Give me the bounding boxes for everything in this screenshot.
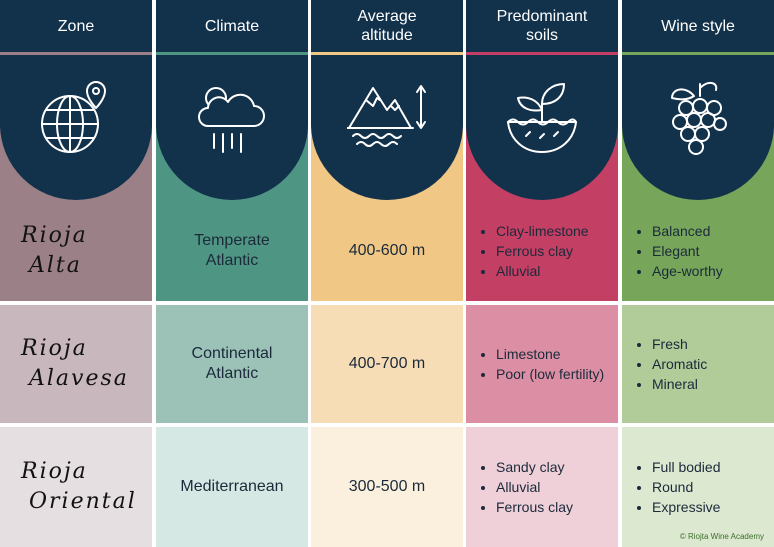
zone-name-alta: Rioja Alta [11, 221, 141, 281]
soils-item: Clay-limestone [496, 221, 608, 241]
zone-line: Oriental [29, 489, 137, 514]
climate-line: Mediterranean [180, 478, 284, 495]
climate-line: Temperate [194, 231, 270, 249]
header-divider [311, 52, 463, 55]
soils-item: Limestone [496, 344, 608, 364]
wine-cell-alavesa: Fresh Aromatic Mineral [622, 305, 774, 423]
zone-line: Rioja [21, 459, 88, 484]
header-title-soils: Predominant soils [496, 8, 588, 44]
wine-item: Fresh [652, 334, 764, 354]
altitude-cell-oriental: 300-500 m [311, 427, 463, 547]
header-title-wine-style: Wine style [661, 17, 735, 35]
header-title-zone: Zone [57, 17, 95, 35]
zone-name-oriental: Rioja Oriental [11, 457, 141, 517]
altitude-cell-alavesa: 400-700 m [311, 305, 463, 423]
zone-name-alavesa: Rioja Alavesa [11, 334, 141, 394]
header-soils: Predominant soils [466, 0, 618, 200]
wine-item: Mineral [652, 374, 764, 394]
climate-text-alta: Temperate Atlantic [194, 231, 270, 271]
copyright-note: © Riojta Wine Academy [679, 532, 764, 541]
climate-cell-oriental: Mediterranean [156, 427, 308, 547]
wine-item: Round [652, 477, 764, 497]
soils-cell-oriental: Sandy clay Alluvial Ferrous clay [466, 427, 618, 547]
soils-list-alavesa: Limestone Poor (low fertility) [476, 344, 608, 384]
wine-item: Full bodied [652, 457, 764, 477]
header-wine-style: Wine style [622, 0, 774, 200]
soils-list-oriental: Sandy clay Alluvial Ferrous clay [476, 457, 608, 517]
zone-line: Rioja [21, 222, 88, 248]
column-soils: Clay-limestone Ferrous clay Alluvial Lim… [466, 0, 618, 547]
zone-cell-oriental: Rioja Oriental [0, 427, 152, 547]
column-climate: Temperate Atlantic Continental Atlantic … [156, 0, 308, 547]
header-divider [0, 52, 152, 55]
soils-item: Alluvial [496, 261, 608, 281]
soils-item: Sandy clay [496, 457, 608, 477]
mountain-water-icon [347, 78, 427, 158]
climate-text-oriental: Mediterranean [180, 477, 283, 497]
globe-pin-icon [36, 78, 116, 158]
header-title-altitude: Average altitude [357, 8, 417, 44]
column-altitude: 400-600 m 400-700 m 300-500 m Average al… [311, 0, 463, 547]
wine-item: Elegant [652, 241, 764, 261]
wine-item: Expressive [652, 497, 764, 517]
soils-list-alta: Clay-limestone Ferrous clay Alluvial [476, 221, 608, 281]
cloud-rain-icon [192, 78, 272, 158]
wine-item: Aromatic [652, 354, 764, 374]
header-zone: Zone [0, 0, 152, 200]
wine-list-alta: Balanced Elegant Age-worthy [632, 221, 764, 281]
grapes-icon [658, 78, 738, 158]
wine-cell-oriental: Full bodied Round Expressive [622, 427, 774, 547]
climate-line: Continental [191, 345, 273, 362]
climate-line: Atlantic [205, 251, 259, 269]
altitude-text-alta: 400-600 m [348, 241, 426, 259]
header-climate: Climate [156, 0, 308, 200]
header-title-climate: Climate [204, 17, 260, 35]
header-altitude: Average altitude [311, 0, 463, 200]
header-divider [466, 52, 618, 55]
soils-item: Poor (low fertility) [496, 364, 608, 384]
column-wine-style: Balanced Elegant Age-worthy Fresh Aromat… [622, 0, 774, 547]
zone-line: Alavesa [29, 366, 129, 391]
header-divider [622, 52, 774, 55]
column-zone: Rioja Alta Rioja Alavesa Rioja Oriental … [0, 0, 152, 547]
soils-item: Ferrous clay [496, 241, 608, 261]
zone-line: Rioja [21, 336, 88, 361]
altitude-text-alavesa: 400-700 m [348, 355, 426, 372]
wine-item: Age-worthy [652, 261, 764, 281]
sprout-bowl-icon [502, 78, 582, 158]
zone-cell-alavesa: Rioja Alavesa [0, 305, 152, 423]
soils-item: Ferrous clay [496, 497, 608, 517]
altitude-text-oriental: 300-500 m [348, 478, 426, 495]
wine-item: Balanced [652, 221, 764, 241]
wine-list-oriental: Full bodied Round Expressive [632, 457, 764, 517]
soils-cell-alavesa: Limestone Poor (low fertility) [466, 305, 618, 423]
zone-line: Alta [29, 252, 82, 278]
climate-line: Atlantic [205, 365, 259, 382]
wine-list-alavesa: Fresh Aromatic Mineral [632, 334, 764, 394]
climate-cell-alavesa: Continental Atlantic [156, 305, 308, 423]
header-divider [156, 52, 308, 55]
soils-item: Alluvial [496, 477, 608, 497]
climate-text-alavesa: Continental Atlantic [192, 344, 273, 384]
